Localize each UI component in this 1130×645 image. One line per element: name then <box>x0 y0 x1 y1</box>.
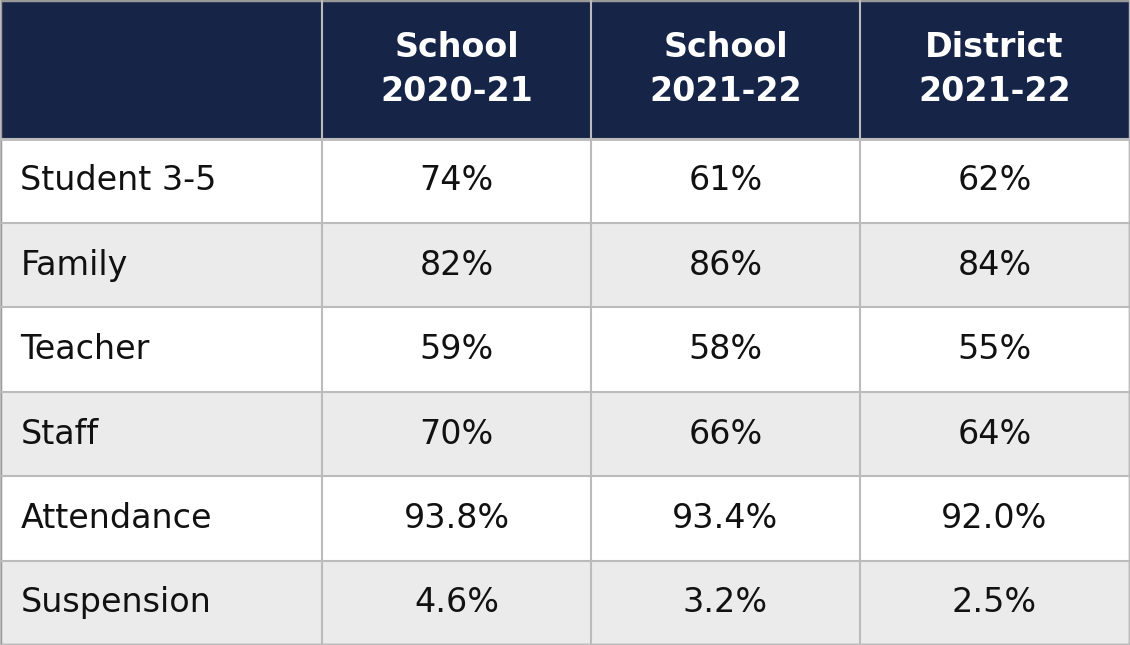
Bar <box>591 223 860 308</box>
Text: 74%: 74% <box>419 164 494 197</box>
Text: 92.0%: 92.0% <box>941 502 1048 535</box>
Text: 70%: 70% <box>419 417 494 450</box>
Text: 62%: 62% <box>957 164 1032 197</box>
Bar <box>0 392 322 476</box>
Text: 66%: 66% <box>688 417 763 450</box>
Text: 93.4%: 93.4% <box>672 502 779 535</box>
Text: District
2021-22: District 2021-22 <box>918 31 1071 108</box>
Text: Attendance: Attendance <box>20 502 211 535</box>
Bar <box>860 139 1129 223</box>
Text: 93.8%: 93.8% <box>403 502 510 535</box>
Bar <box>591 308 860 392</box>
Bar <box>0 139 322 223</box>
Text: Student 3-5: Student 3-5 <box>20 164 217 197</box>
Bar <box>322 561 591 645</box>
Bar <box>0 308 322 392</box>
Text: 2.5%: 2.5% <box>951 586 1037 619</box>
Bar <box>591 392 860 476</box>
Bar <box>0 0 322 139</box>
Text: 58%: 58% <box>688 333 763 366</box>
Text: School
2021-22: School 2021-22 <box>649 31 802 108</box>
Bar <box>591 476 860 561</box>
Text: Suspension: Suspension <box>20 586 211 619</box>
Text: 82%: 82% <box>419 249 494 282</box>
Text: Family: Family <box>20 249 128 282</box>
Bar <box>0 476 322 561</box>
Bar <box>860 392 1129 476</box>
Text: Staff: Staff <box>20 417 98 450</box>
Bar <box>0 561 322 645</box>
Bar <box>322 392 591 476</box>
Bar <box>322 308 591 392</box>
Text: 61%: 61% <box>688 164 763 197</box>
Text: 3.2%: 3.2% <box>683 586 768 619</box>
Bar <box>0 223 322 308</box>
Text: School
2020-21: School 2020-21 <box>380 31 533 108</box>
Bar <box>860 0 1129 139</box>
Text: 64%: 64% <box>957 417 1032 450</box>
Bar <box>591 139 860 223</box>
Text: 55%: 55% <box>957 333 1032 366</box>
Bar <box>860 476 1129 561</box>
Text: Teacher: Teacher <box>20 333 149 366</box>
Text: 86%: 86% <box>688 249 763 282</box>
Text: 84%: 84% <box>957 249 1032 282</box>
Text: 59%: 59% <box>419 333 494 366</box>
Bar <box>322 0 591 139</box>
Bar <box>322 223 591 308</box>
Bar <box>322 476 591 561</box>
Bar <box>860 223 1129 308</box>
Bar <box>591 561 860 645</box>
Bar <box>860 561 1129 645</box>
Bar <box>322 139 591 223</box>
Bar <box>860 308 1129 392</box>
Text: 4.6%: 4.6% <box>414 586 499 619</box>
Bar <box>591 0 860 139</box>
